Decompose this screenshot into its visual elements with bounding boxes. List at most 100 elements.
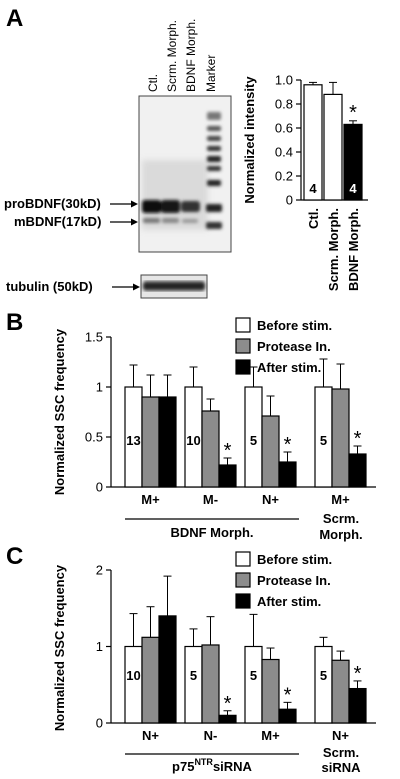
bar <box>314 645 333 724</box>
band-label-mbdnf: mBDNF(17kD) <box>14 214 101 229</box>
n-label: 5 <box>250 433 257 448</box>
y-tick-label: 1.0 <box>275 73 293 88</box>
legend-label: Before stim. <box>257 318 332 333</box>
mbdnf-arrow-head <box>131 218 138 226</box>
n-label: 5 <box>320 433 327 448</box>
tubulin-label: tubulin (50kD) <box>6 279 93 294</box>
panel-letter-c: C <box>6 543 23 570</box>
lane-label-marker: Marker <box>204 55 218 92</box>
y-tick-label: 0.2 <box>275 169 293 184</box>
group-caption-sup: NTR <box>194 757 213 767</box>
y-tick-label: 0 <box>96 480 103 495</box>
significance-marker: * <box>349 102 357 124</box>
group-label: N+ <box>262 492 279 507</box>
legend-label: After stim. <box>257 360 321 375</box>
chart-c: 0 1 2 Normalized SSC frequency 10 N+ * 5 N- * 5 M+ *… <box>52 551 376 775</box>
legend-label: Protease In. <box>257 573 331 588</box>
lane-label-bdnf: BDNF Morph. <box>184 19 198 92</box>
bar <box>278 461 297 488</box>
legend-swatch <box>235 551 251 567</box>
group-caption: siRNA <box>321 760 361 774</box>
tubulin-band <box>143 281 205 291</box>
group-label: M+ <box>331 492 350 507</box>
group-caption-main: p75 <box>172 759 194 774</box>
bar <box>261 658 280 724</box>
y-tick-label: 0.4 <box>275 145 293 160</box>
n-label: 13 <box>126 433 140 448</box>
n-label: 4 <box>309 181 317 196</box>
group-caption: BDNF Morph. <box>170 525 253 540</box>
n-label: 4 <box>329 181 337 196</box>
y-tick-label: 0.6 <box>275 121 293 136</box>
n-label: 5 <box>250 668 257 683</box>
group-caption: Scrm. <box>323 745 359 760</box>
legend-label: After stim. <box>257 594 321 609</box>
chart-a: 0 0.2 0.4 0.6 0.8 1.0 Normalized intensity 4 Ctl… <box>242 73 368 291</box>
panel-letter-a: A <box>6 5 23 32</box>
y-axis-label: Normalized intensity <box>242 76 257 204</box>
bar <box>261 415 280 488</box>
blot-bands <box>142 112 222 229</box>
group-caption-tail: siRNA <box>213 759 253 774</box>
group-label: M- <box>203 492 218 507</box>
legend-swatch <box>235 338 251 354</box>
legend-swatch <box>235 359 251 375</box>
bar <box>158 615 177 724</box>
y-axis-label: Normalized SSC frequency <box>52 564 67 731</box>
x-tick-label: Ctl. <box>306 208 321 229</box>
bar <box>184 645 203 724</box>
significance-marker: * <box>354 428 362 450</box>
lane-label-scrm: Scrm. Morph. <box>165 20 179 92</box>
group-label: M+ <box>261 728 280 743</box>
lane-label-ctl: Ctl. <box>146 74 160 92</box>
bar <box>124 645 143 724</box>
significance-marker: * <box>224 693 232 715</box>
probdnf-arrow-head <box>131 200 138 208</box>
bar <box>278 708 297 724</box>
group-label: N- <box>204 728 218 743</box>
bar <box>201 644 220 724</box>
legend-label: Before stim. <box>257 552 332 567</box>
bar <box>158 396 177 488</box>
group-label: M+ <box>141 492 160 507</box>
group-caption: Scrm. <box>323 511 359 526</box>
n-label: 10 <box>126 668 140 683</box>
bar <box>331 388 350 488</box>
legend-swatch <box>235 572 251 588</box>
western-blot: Ctl. Scrm. Morph. BDNF Morph. Marker pro… <box>4 19 232 299</box>
y-tick-label: 0.8 <box>275 97 293 112</box>
significance-marker: * <box>224 440 232 462</box>
chart-b: 0 0.5 1 1.5 Normalized SSC frequency 13 M+ * 10 M… <box>52 317 376 542</box>
bar <box>348 687 367 724</box>
bar <box>218 464 237 488</box>
tubulin-arrow-head <box>133 283 140 291</box>
panel-letter-b: B <box>6 309 23 336</box>
bar <box>331 659 350 724</box>
bar <box>201 410 220 488</box>
significance-marker: * <box>284 684 292 706</box>
bar <box>141 396 160 488</box>
n-label: 5 <box>190 668 197 683</box>
bar <box>141 636 160 724</box>
group-caption: p75NTRsiRNA <box>172 757 253 774</box>
bar <box>244 645 263 724</box>
n-label: 10 <box>186 433 200 448</box>
group-label: N+ <box>332 728 349 743</box>
n-label: 5 <box>320 668 327 683</box>
y-tick-label: 1 <box>96 639 103 654</box>
y-tick-label: 0 <box>96 716 103 731</box>
x-tick-label: Scrm. Morph. <box>326 208 341 291</box>
legend-swatch <box>235 593 251 609</box>
band-label-probdnf: proBDNF(30kD) <box>4 196 101 211</box>
legend-swatch <box>235 317 251 333</box>
y-axis-label: Normalized SSC frequency <box>52 328 67 495</box>
n-label: 4 <box>349 181 357 196</box>
group-caption: Morph. <box>319 527 362 542</box>
group-label: N+ <box>142 728 159 743</box>
bar <box>348 453 367 488</box>
y-tick-label: 2 <box>96 563 103 578</box>
y-tick-label: 1 <box>96 380 103 395</box>
y-tick-label: 0 <box>286 193 293 208</box>
significance-marker: * <box>284 434 292 456</box>
